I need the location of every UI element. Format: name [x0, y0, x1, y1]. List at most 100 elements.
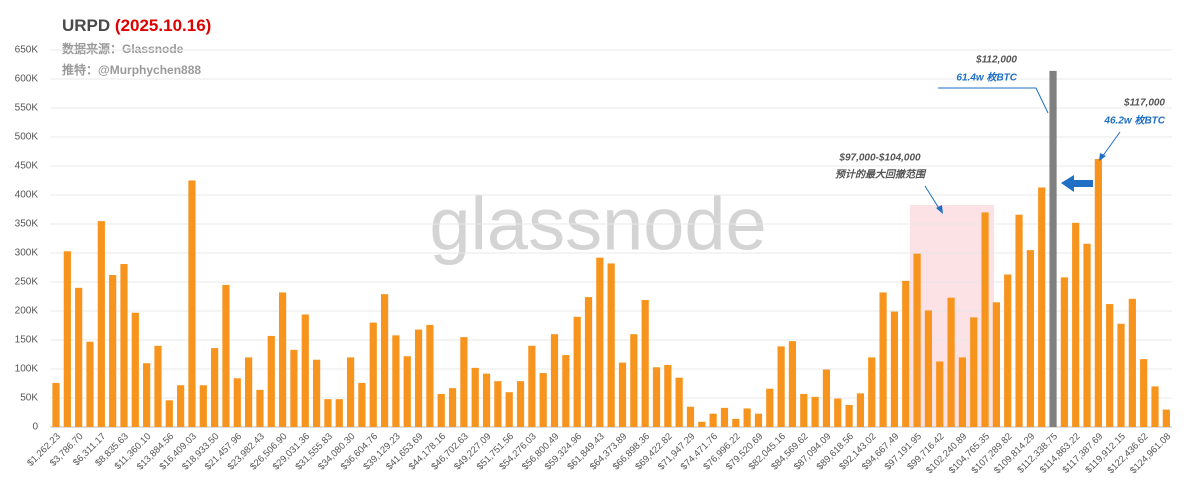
bar — [607, 263, 615, 427]
bar — [879, 292, 887, 427]
bar — [936, 361, 944, 427]
bar — [834, 398, 842, 427]
bar — [630, 334, 638, 427]
bar — [720, 407, 729, 427]
annotation-price: $112,000 — [975, 55, 1017, 66]
bar — [1026, 250, 1034, 427]
bar — [698, 421, 706, 427]
bar — [1072, 222, 1080, 427]
annotation-price: $117,000 — [1123, 98, 1165, 109]
annotation-amount: 预计的最大回撤范围 — [835, 169, 927, 181]
bar — [811, 396, 819, 427]
bar — [290, 349, 298, 427]
bar — [301, 314, 309, 427]
subtitle: 数据来源：Glassnode — [62, 41, 184, 56]
y-tick-label: 100K — [15, 364, 39, 375]
bar — [641, 299, 649, 427]
annotation-amount: 46.2w 枚BTC — [1103, 115, 1165, 127]
bar — [1060, 277, 1068, 427]
bar — [1140, 359, 1148, 427]
bar — [154, 345, 162, 427]
bar — [199, 385, 207, 427]
bar — [992, 302, 1000, 427]
bar — [754, 413, 763, 427]
bar — [63, 251, 71, 427]
bar — [165, 400, 173, 427]
bar — [482, 373, 491, 427]
title-date: (2025.10.16) — [115, 16, 211, 35]
bar — [1151, 386, 1159, 427]
bar — [403, 356, 411, 427]
subtitle: 推特：@Murphychen888 — [62, 62, 201, 77]
bar — [777, 346, 785, 427]
bar — [550, 334, 559, 427]
annotations — [924, 87, 1121, 214]
chart-title: URPD (2025.10.16) — [62, 16, 211, 35]
bar — [596, 257, 604, 427]
bar — [970, 317, 978, 427]
annotation-amount: 61.4w 枚BTC — [956, 72, 1017, 84]
y-tick-label: 450K — [15, 161, 39, 172]
bar — [822, 369, 831, 427]
bar — [256, 389, 264, 427]
bar — [868, 357, 876, 427]
callout-line — [924, 185, 941, 211]
bar — [346, 357, 355, 427]
bar — [788, 341, 797, 427]
bar — [1049, 70, 1057, 427]
bar — [131, 312, 139, 427]
bar — [460, 337, 468, 427]
bar — [437, 393, 445, 427]
bar — [845, 404, 853, 427]
bar — [664, 364, 672, 427]
bar — [652, 367, 661, 427]
bar — [52, 382, 60, 427]
y-tick-label: 550K — [15, 103, 39, 114]
bar — [245, 357, 253, 427]
bar — [1038, 187, 1046, 427]
bar — [426, 324, 434, 427]
bar — [369, 322, 377, 427]
bar — [222, 284, 230, 427]
bar — [528, 345, 536, 427]
bar — [1128, 298, 1136, 427]
bar — [233, 378, 241, 427]
bar — [1106, 304, 1114, 427]
y-tick-label: 150K — [15, 335, 39, 346]
y-tick-label: 500K — [15, 132, 39, 143]
bar — [947, 297, 955, 427]
annotation-price: $97,000-$104,000 — [838, 153, 921, 164]
bar — [448, 388, 457, 427]
bar — [539, 373, 547, 427]
bar — [766, 388, 774, 427]
y-tick-label: 50K — [20, 393, 38, 404]
bar — [1117, 323, 1125, 427]
y-tick-label: 350K — [15, 219, 39, 230]
bar — [392, 335, 400, 427]
y-tick-label: 650K — [15, 45, 39, 56]
pointer-arrow — [1061, 175, 1093, 192]
callout-line — [1101, 131, 1121, 158]
bar — [1004, 274, 1012, 427]
bar — [709, 413, 717, 427]
bar — [324, 399, 332, 427]
y-tick-label: 400K — [15, 190, 39, 201]
bar — [890, 311, 899, 427]
bar — [743, 408, 751, 427]
bar — [675, 377, 683, 427]
bar — [86, 341, 94, 427]
bar — [380, 294, 389, 427]
bar — [358, 382, 366, 427]
bar — [1083, 243, 1091, 427]
bar — [562, 355, 570, 427]
bar — [732, 418, 740, 427]
bar — [800, 393, 808, 427]
bar — [584, 297, 593, 427]
bar — [494, 381, 502, 427]
bar — [505, 392, 513, 427]
bar — [120, 264, 128, 427]
bar — [573, 316, 581, 427]
bar — [958, 357, 966, 427]
bar — [1094, 159, 1102, 428]
